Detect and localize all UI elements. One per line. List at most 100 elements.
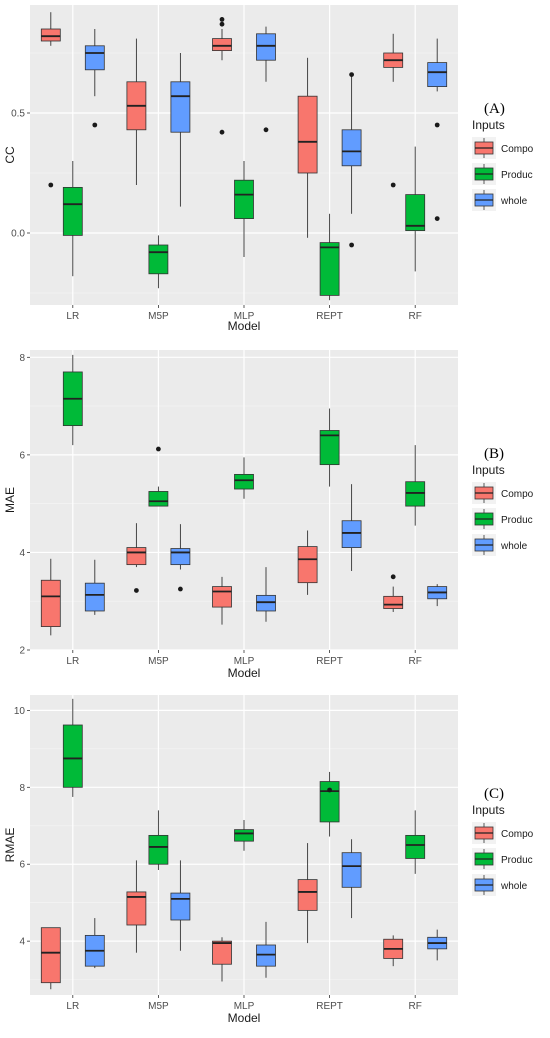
- box-iqr: [62, 186, 83, 236]
- box-iqr: [427, 62, 448, 87]
- box-iqr: [62, 724, 83, 788]
- box-iqr: [405, 481, 426, 507]
- y-axis-title: RMAE: [3, 828, 17, 863]
- box-iqr: [405, 194, 426, 232]
- x-tick-label: RF: [409, 1001, 422, 1012]
- y-tick-label: 10: [14, 706, 26, 717]
- box-whole-rf: [427, 38, 448, 222]
- box-produc-rf: [405, 810, 426, 874]
- box-iqr: [148, 834, 169, 865]
- box-iqr: [40, 579, 61, 627]
- legend-item-compo: Compo: [472, 482, 534, 504]
- box-iqr: [212, 586, 232, 608]
- panel-label: (A): [484, 101, 505, 117]
- x-tick-label: LR: [66, 656, 79, 667]
- legend-label: whole: [500, 541, 528, 552]
- x-tick-label: LR: [66, 311, 79, 322]
- box-whole-rept: [341, 484, 362, 571]
- outlier-point: [390, 182, 396, 188]
- y-tick-label: 2: [19, 646, 25, 657]
- box-iqr: [297, 95, 318, 174]
- outlier-point: [156, 446, 161, 452]
- x-tick-label: M5P: [148, 311, 169, 322]
- legend-label: Produc: [501, 855, 533, 866]
- legend-item-whole: whole: [472, 189, 528, 211]
- legend-item-whole: whole: [472, 874, 528, 896]
- panel-label: (C): [484, 786, 504, 802]
- box-compo-lr: [40, 12, 61, 188]
- box-produc-rf: [405, 146, 426, 272]
- box-iqr: [234, 829, 254, 842]
- box-iqr: [319, 781, 340, 823]
- box-iqr: [40, 927, 61, 984]
- box-iqr: [84, 582, 105, 612]
- x-tick-label: MLP: [234, 1001, 255, 1012]
- outlier-point: [327, 787, 332, 793]
- legend-item-produc: Produc: [472, 848, 533, 870]
- box-produc-rept: [319, 408, 340, 487]
- y-tick-label: 4: [19, 937, 25, 948]
- chart-panel-1: 0.0 0.5 LR M5P MLP REPT RF CC Model (A)Inputs Comp…: [3, 5, 534, 333]
- box-iqr: [212, 940, 232, 965]
- box-iqr: [256, 33, 276, 61]
- x-tick-label: REPT: [316, 1001, 343, 1012]
- legend-label: Produc: [501, 515, 533, 526]
- box-produc-mlp: [234, 820, 254, 851]
- box-iqr: [148, 244, 169, 275]
- box-compo-rf: [383, 935, 404, 967]
- legend-label: whole: [500, 881, 528, 892]
- box-iqr: [126, 891, 147, 926]
- box-produc-m5p: [148, 810, 169, 870]
- box-whole-rept: [341, 72, 362, 248]
- box-iqr: [170, 548, 191, 566]
- legend-label: Produc: [501, 170, 533, 181]
- box-iqr: [84, 45, 105, 71]
- x-tick-label: MLP: [234, 656, 255, 667]
- y-tick-label: 8: [19, 353, 25, 364]
- y-tick-label: 0.0: [11, 229, 25, 240]
- box-produc-rf: [405, 445, 426, 526]
- box-compo-m5p: [126, 38, 147, 185]
- y-tick-label: 0.5: [11, 109, 25, 120]
- outlier-point: [219, 129, 225, 135]
- legend-label: whole: [500, 196, 528, 207]
- legend-item-whole: whole: [472, 534, 528, 556]
- outlier-point: [434, 122, 440, 128]
- box-iqr: [234, 179, 254, 219]
- legend-label: Compo: [501, 829, 534, 840]
- box-iqr: [40, 28, 61, 42]
- outlier-point: [390, 574, 396, 580]
- box-compo-lr: [40, 927, 61, 990]
- y-axis-title: CC: [3, 146, 17, 164]
- outlier-point: [349, 72, 354, 77]
- legend-item-produc: Produc: [472, 163, 533, 185]
- box-produc-lr: [62, 161, 83, 277]
- box-whole-rept: [341, 839, 362, 919]
- box-whole-m5p: [170, 860, 191, 951]
- box-whole-lr: [84, 559, 105, 615]
- y-tick-label: 6: [19, 450, 25, 461]
- box-iqr: [148, 491, 169, 507]
- box-compo-mlp: [212, 576, 232, 625]
- box-whole-m5p: [170, 524, 191, 592]
- outlier-point: [134, 588, 139, 593]
- box-produc-rept: [319, 213, 340, 301]
- box-iqr: [341, 852, 362, 888]
- x-tick-label: M5P: [148, 1001, 169, 1012]
- box-iqr: [383, 595, 404, 609]
- y-tick-label: 8: [19, 783, 25, 794]
- chart-panel-2: 2 4 6 8 LR M5P MLP REPT RF MAE Model (B)Inputs Compo…: [3, 350, 534, 680]
- box-iqr: [126, 547, 147, 566]
- box-iqr: [341, 520, 362, 548]
- box-compo-rf: [383, 574, 404, 612]
- box-iqr: [170, 892, 191, 921]
- box-compo-m5p: [126, 523, 147, 593]
- box-compo-mlp: [212, 17, 232, 135]
- x-axis-title: Model: [228, 319, 261, 333]
- box-iqr: [170, 81, 191, 133]
- box-compo-rf: [383, 33, 404, 188]
- box-produc-m5p: [148, 446, 169, 507]
- legend-item-produc: Produc: [472, 508, 533, 530]
- x-tick-label: M5P: [148, 656, 169, 667]
- box-iqr: [319, 242, 340, 296]
